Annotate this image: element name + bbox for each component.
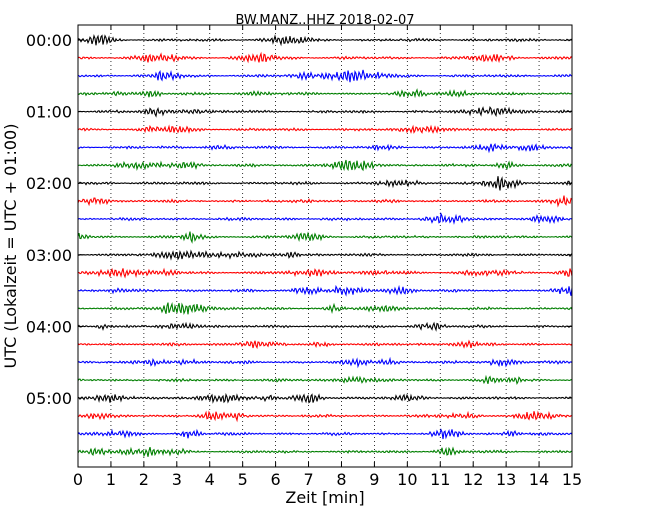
y-axis-label: UTC (Lokalzeit = UTC + 01:00) bbox=[1, 124, 20, 369]
x-tick-label-4: 4 bbox=[205, 470, 215, 489]
seismogram-trace-22 bbox=[77, 428, 573, 440]
seismogram-trace-7 bbox=[77, 159, 573, 172]
seismogram-trace-18 bbox=[77, 356, 573, 369]
seismogram-trace-13 bbox=[77, 267, 573, 279]
seismogram-trace-21 bbox=[77, 410, 573, 423]
x-tick-label-6: 6 bbox=[271, 470, 281, 489]
x-tick-label-0: 0 bbox=[73, 470, 83, 489]
grid-lines bbox=[110, 25, 540, 467]
x-tick-label-9: 9 bbox=[369, 470, 379, 489]
seismogram-trace-12 bbox=[77, 249, 573, 261]
y-tick-label-4: 04:00 bbox=[26, 317, 72, 336]
x-tick-label-1: 1 bbox=[106, 470, 116, 489]
x-tick-label-2: 2 bbox=[139, 470, 149, 489]
seismogram-trace-4 bbox=[77, 106, 573, 118]
seismogram-trace-2 bbox=[77, 69, 573, 83]
seismogram-trace-3 bbox=[77, 88, 573, 99]
seismogram-trace-9 bbox=[77, 195, 573, 208]
x-tick-label-3: 3 bbox=[172, 470, 182, 489]
x-tick-label-15: 15 bbox=[562, 470, 582, 489]
seismogram-trace-6 bbox=[77, 143, 573, 154]
x-tick-label-13: 13 bbox=[496, 470, 516, 489]
y-tick-label-3: 03:00 bbox=[26, 246, 72, 265]
chart-title: BW.MANZ..HHZ 2018-02-07 bbox=[235, 13, 414, 28]
seismogram-trace-15 bbox=[77, 302, 573, 315]
x-tick-label-11: 11 bbox=[430, 470, 450, 489]
seismogram-trace-10 bbox=[77, 211, 573, 225]
seismogram-trace-8 bbox=[77, 176, 573, 191]
seismogram-trace-19 bbox=[77, 374, 573, 386]
x-tick-label-8: 8 bbox=[336, 470, 346, 489]
x-tick-label-14: 14 bbox=[529, 470, 549, 489]
y-tick-label-5: 05:00 bbox=[26, 389, 72, 408]
y-tick-label-2: 02:00 bbox=[26, 174, 72, 193]
x-tick-label-5: 5 bbox=[238, 470, 248, 489]
seismogram-trace-20 bbox=[77, 392, 573, 404]
x-tick-label-7: 7 bbox=[303, 470, 313, 489]
axis-ticks: 0 1 2 3 4 5 6 7 8 9 10 11 12 13 14 1500:0001:0002:0003:… bbox=[26, 25, 582, 489]
y-tick-label-0: 00:00 bbox=[26, 31, 72, 50]
seismogram-trace-0 bbox=[77, 33, 573, 47]
seismogram-trace-1 bbox=[77, 51, 573, 64]
y-tick-label-1: 01:00 bbox=[26, 103, 72, 122]
plot-frame bbox=[77, 24, 573, 468]
seismogram-trace-23 bbox=[77, 446, 573, 458]
seismogram-trace-16 bbox=[77, 321, 573, 332]
x-axis-label: Zeit [min] bbox=[285, 488, 364, 507]
seismogram-traces bbox=[77, 33, 573, 458]
x-tick-label-12: 12 bbox=[463, 470, 483, 489]
seismogram-trace-14 bbox=[77, 284, 573, 297]
x-tick-label-10: 10 bbox=[397, 470, 417, 489]
seismogram-trace-17 bbox=[77, 339, 573, 350]
seismogram-trace-11 bbox=[77, 231, 573, 244]
seismogram-trace-5 bbox=[77, 124, 573, 134]
